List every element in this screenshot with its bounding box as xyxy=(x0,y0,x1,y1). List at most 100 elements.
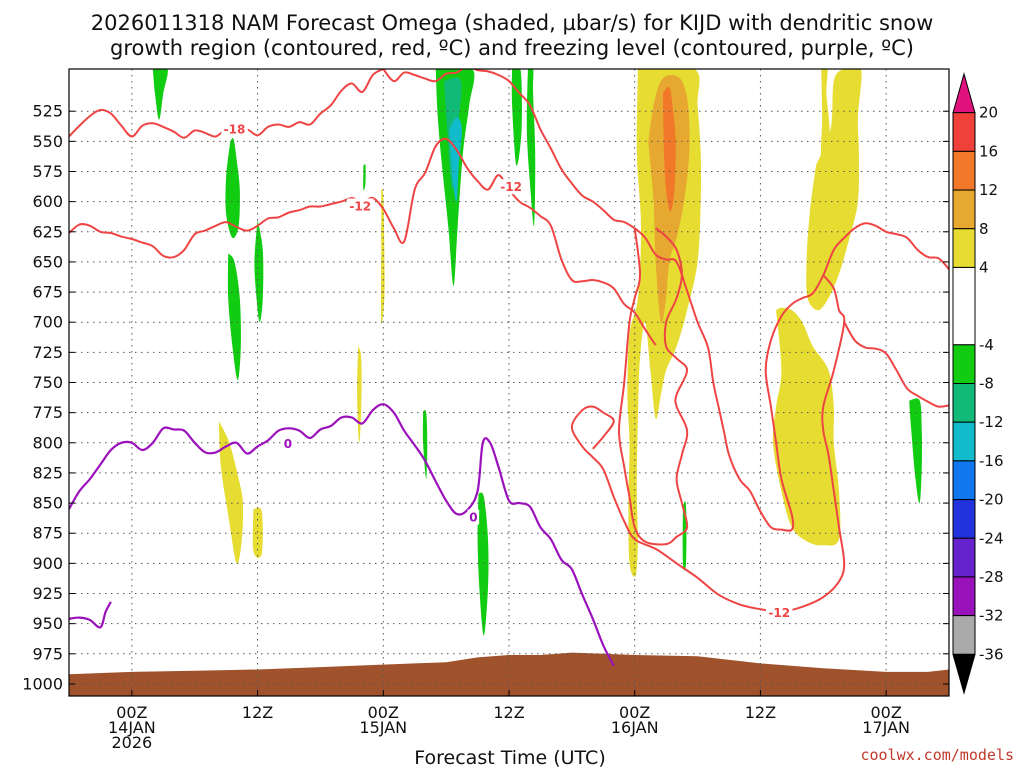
contour-label: 0 xyxy=(284,437,292,451)
omega-shading xyxy=(152,69,923,636)
y-tick-label: 625 xyxy=(32,222,63,241)
omega-region xyxy=(252,507,263,558)
omega-region xyxy=(380,189,385,325)
y-tick-label: 675 xyxy=(32,283,63,302)
colorbar-tick-label: -36 xyxy=(979,645,1004,663)
colorbar-tick-label: 16 xyxy=(979,142,998,160)
y-tick-label: 575 xyxy=(32,162,63,181)
colorbar-bin xyxy=(952,615,976,655)
gridlines xyxy=(69,69,949,696)
colorbar-tick-label: -4 xyxy=(979,336,994,354)
credit-text: coolwx.com/models xyxy=(860,746,1014,764)
y-tick-label: 775 xyxy=(32,403,63,422)
x-tick-label: 00Z xyxy=(368,703,399,722)
y-tick-label: 1000 xyxy=(22,674,63,693)
y-tick-label: 925 xyxy=(32,584,63,603)
contour-label-background xyxy=(346,198,374,214)
colorbar-bin xyxy=(952,499,976,539)
colorbar-tick-label: 12 xyxy=(979,181,998,199)
colorbar-bin xyxy=(952,112,976,152)
snow-growth-contour xyxy=(843,321,949,408)
x-tick-label: 14JAN xyxy=(108,718,156,737)
snow-growth-contour xyxy=(382,69,636,230)
omega-region xyxy=(227,253,241,381)
omega-region xyxy=(449,117,462,202)
y-tick-label: 875 xyxy=(32,524,63,543)
omega-region xyxy=(477,492,489,636)
colorbar-bin xyxy=(952,383,976,423)
omega-region xyxy=(225,137,240,239)
contour-label: -12 xyxy=(500,180,522,194)
y-tick-label: 825 xyxy=(32,463,63,482)
contour-label: -18 xyxy=(224,122,246,136)
colorbar-tick-label: -32 xyxy=(979,607,1004,625)
colorbar-tick-label: 20 xyxy=(979,104,998,122)
terrain-fill xyxy=(69,652,949,696)
contour-label-background xyxy=(766,604,793,620)
colorbar-tick-label: -12 xyxy=(979,413,1004,431)
colorbar-bin xyxy=(952,150,976,191)
colorbar-tick-label: -24 xyxy=(979,529,1004,547)
colorbar-tick-label: 8 xyxy=(979,220,989,238)
omega-region xyxy=(663,86,676,212)
chart-title-line-1: 2026011318 NAM Forecast Omega (shaded, µ… xyxy=(91,11,934,35)
contour-label: -12 xyxy=(349,199,371,213)
y-axis: 525 550 575 600 625 650 675 700 725 750 775 800 825 8… xyxy=(22,102,949,693)
omega-region xyxy=(152,69,168,120)
contour-label-background xyxy=(221,121,248,137)
colorbar-tick-label: -20 xyxy=(979,491,1004,509)
y-tick-label: 700 xyxy=(32,313,63,332)
colorbar: 20 16 12 8 4 -4 -8 -12 -16 -20 -24 -28 -32 -36 xyxy=(952,72,1004,695)
snow-growth-contour xyxy=(634,222,949,532)
colorbar-tick-label: 4 xyxy=(979,258,989,276)
contour-label: -12 xyxy=(768,606,790,620)
y-tick-label: 650 xyxy=(32,252,63,271)
omega-region xyxy=(772,307,841,546)
x-tick-label: 16JAN xyxy=(611,718,659,737)
colorbar-bin xyxy=(952,653,976,695)
x-axis-label: Forecast Time (UTC) xyxy=(414,747,605,768)
y-tick-label: 725 xyxy=(32,343,63,362)
x-tick-label: 2026 xyxy=(111,733,152,752)
x-tick-label: 00Z xyxy=(870,703,901,722)
terrain xyxy=(69,652,949,696)
omega-region xyxy=(909,398,923,504)
y-tick-label: 550 xyxy=(32,132,63,151)
contour-label-background xyxy=(467,509,480,525)
x-tick-label: 12Z xyxy=(745,703,776,722)
omega-region xyxy=(806,69,862,311)
chart-title-line-2: growth region (contoured, red, ºC) and f… xyxy=(110,36,914,60)
snow-growth-contour xyxy=(618,227,689,546)
y-tick-label: 525 xyxy=(32,102,63,121)
x-tick-label: 00Z xyxy=(619,703,650,722)
colorbar-bin xyxy=(952,228,976,268)
colorbar-tick-label: -8 xyxy=(979,375,994,393)
colorbar-bin xyxy=(952,460,976,501)
y-tick-label: 800 xyxy=(32,433,63,452)
contour-label: 0 xyxy=(469,511,477,525)
x-tick-label: 17JAN xyxy=(862,718,910,737)
omega-region xyxy=(254,219,264,323)
x-tick-label: 12Z xyxy=(493,703,524,722)
y-tick-label: 850 xyxy=(32,494,63,513)
omega-region xyxy=(218,421,244,564)
y-tick-label: 950 xyxy=(32,614,63,633)
colorbar-bin xyxy=(952,576,976,617)
freezing-level-contour xyxy=(69,403,615,667)
y-tick-label: 975 xyxy=(32,644,63,663)
freezing-level-contour xyxy=(69,601,112,629)
snow-growth-contour xyxy=(570,274,846,613)
contour-label-background xyxy=(282,435,294,451)
y-tick-label: 750 xyxy=(32,373,63,392)
omega-region xyxy=(363,164,366,191)
colorbar-tick-label: -28 xyxy=(979,568,1004,586)
omega-region xyxy=(526,69,536,227)
y-tick-label: 600 xyxy=(32,192,63,211)
contour-labels: -18 -12 -12 -12 0 0 xyxy=(221,121,793,620)
colorbar-bin xyxy=(952,266,976,346)
colorbar-bin xyxy=(952,421,976,462)
colorbar-tick-label: -16 xyxy=(979,452,1004,470)
